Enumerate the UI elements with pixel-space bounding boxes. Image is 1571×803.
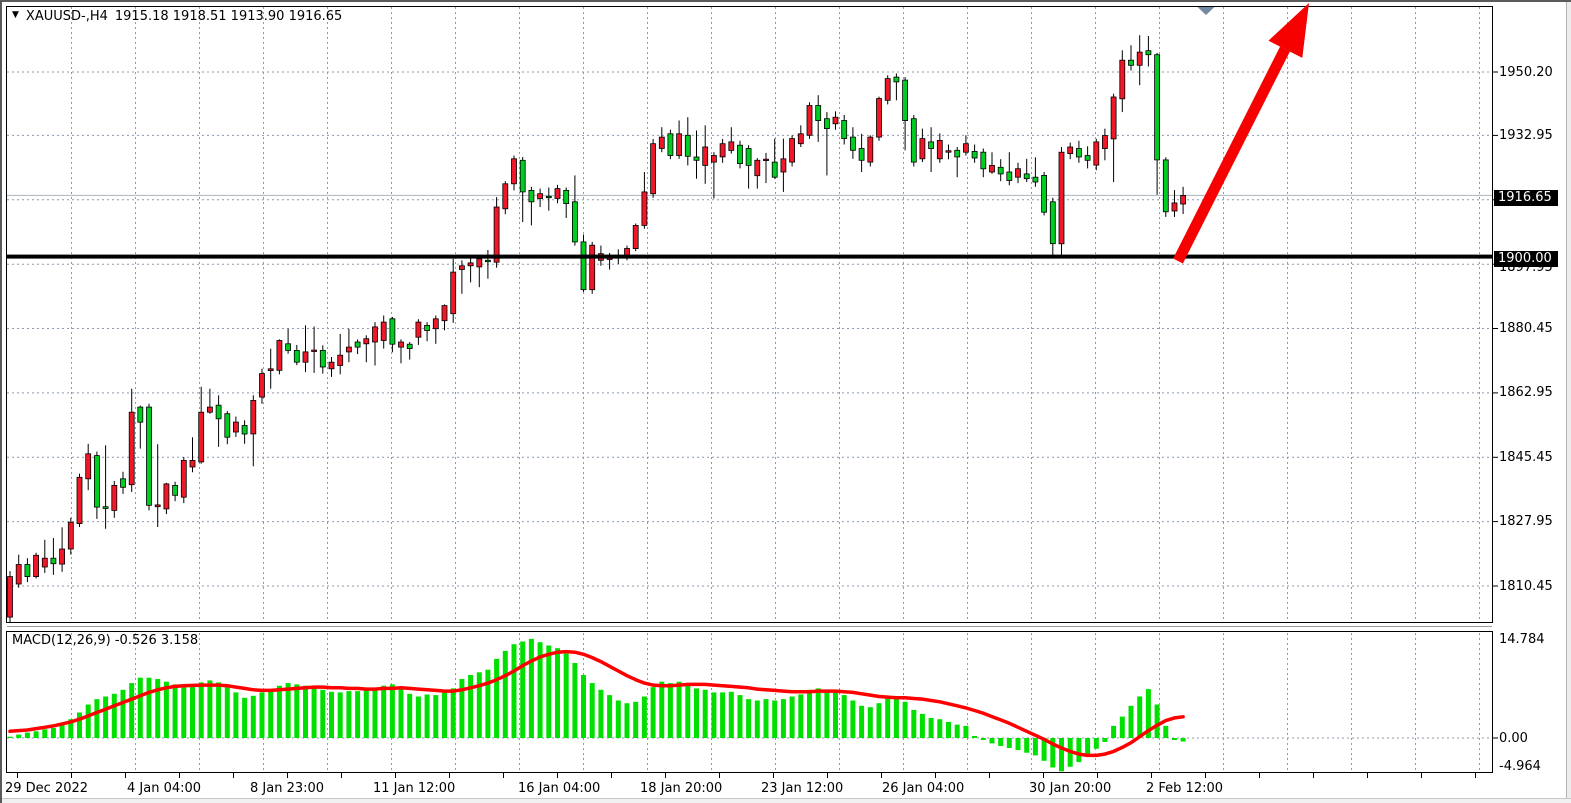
chart-title: ▼ XAUUSD-,H4 1915.18 1918.51 1913.90 191… <box>12 9 342 24</box>
time-axis-label: 29 Dec 2022 <box>5 781 89 796</box>
time-axis-label: 18 Jan 20:00 <box>640 781 723 796</box>
time-axis-label: 26 Jan 04:00 <box>882 781 965 796</box>
support-price-box: 1900.00 <box>1494 251 1558 267</box>
ohlc-quote-label: 1915.18 1918.51 1913.90 1916.65 <box>114 9 343 24</box>
macd-axis-label: 14.784 <box>1499 631 1545 647</box>
time-axis-label: 30 Jan 20:00 <box>1029 781 1112 796</box>
window-edge-right <box>1566 2 1571 803</box>
price-axis-label: 1880.45 <box>1499 321 1553 336</box>
price-axis-label: 1810.45 <box>1499 578 1553 594</box>
price-axis-label: 1862.95 <box>1499 385 1553 401</box>
time-axis-label: 4 Jan 04:00 <box>127 781 202 796</box>
macd-indicator-label: MACD(12,26,9) -0.526 3.158 <box>12 633 199 648</box>
price-axis-label: 1932.95 <box>1499 127 1553 143</box>
price-axis-label: 1845.45 <box>1499 449 1553 465</box>
macd-axis-label: -4.964 <box>1499 758 1541 774</box>
time-axis-label: 8 Jan 23:00 <box>250 781 325 796</box>
current-price-box: 1916.65 <box>1494 190 1558 206</box>
price-axis-label: 1827.95 <box>1499 514 1553 530</box>
window-edge-bottom <box>2 798 1571 803</box>
time-axis-label: 2 Feb 12:00 <box>1146 781 1224 796</box>
time-axis-label: 23 Jan 12:00 <box>761 781 844 796</box>
symbol-dropdown-icon[interactable]: ▼ <box>12 10 19 20</box>
symbol-timeframe-label: XAUUSD-,H4 <box>25 9 108 24</box>
macd-axis-label: 0.00 <box>1499 730 1528 746</box>
time-axis-label: 16 Jan 04:00 <box>518 781 601 796</box>
time-axis-label: 11 Jan 12:00 <box>373 781 456 796</box>
price-axis-label: 1950.20 <box>1499 64 1553 80</box>
